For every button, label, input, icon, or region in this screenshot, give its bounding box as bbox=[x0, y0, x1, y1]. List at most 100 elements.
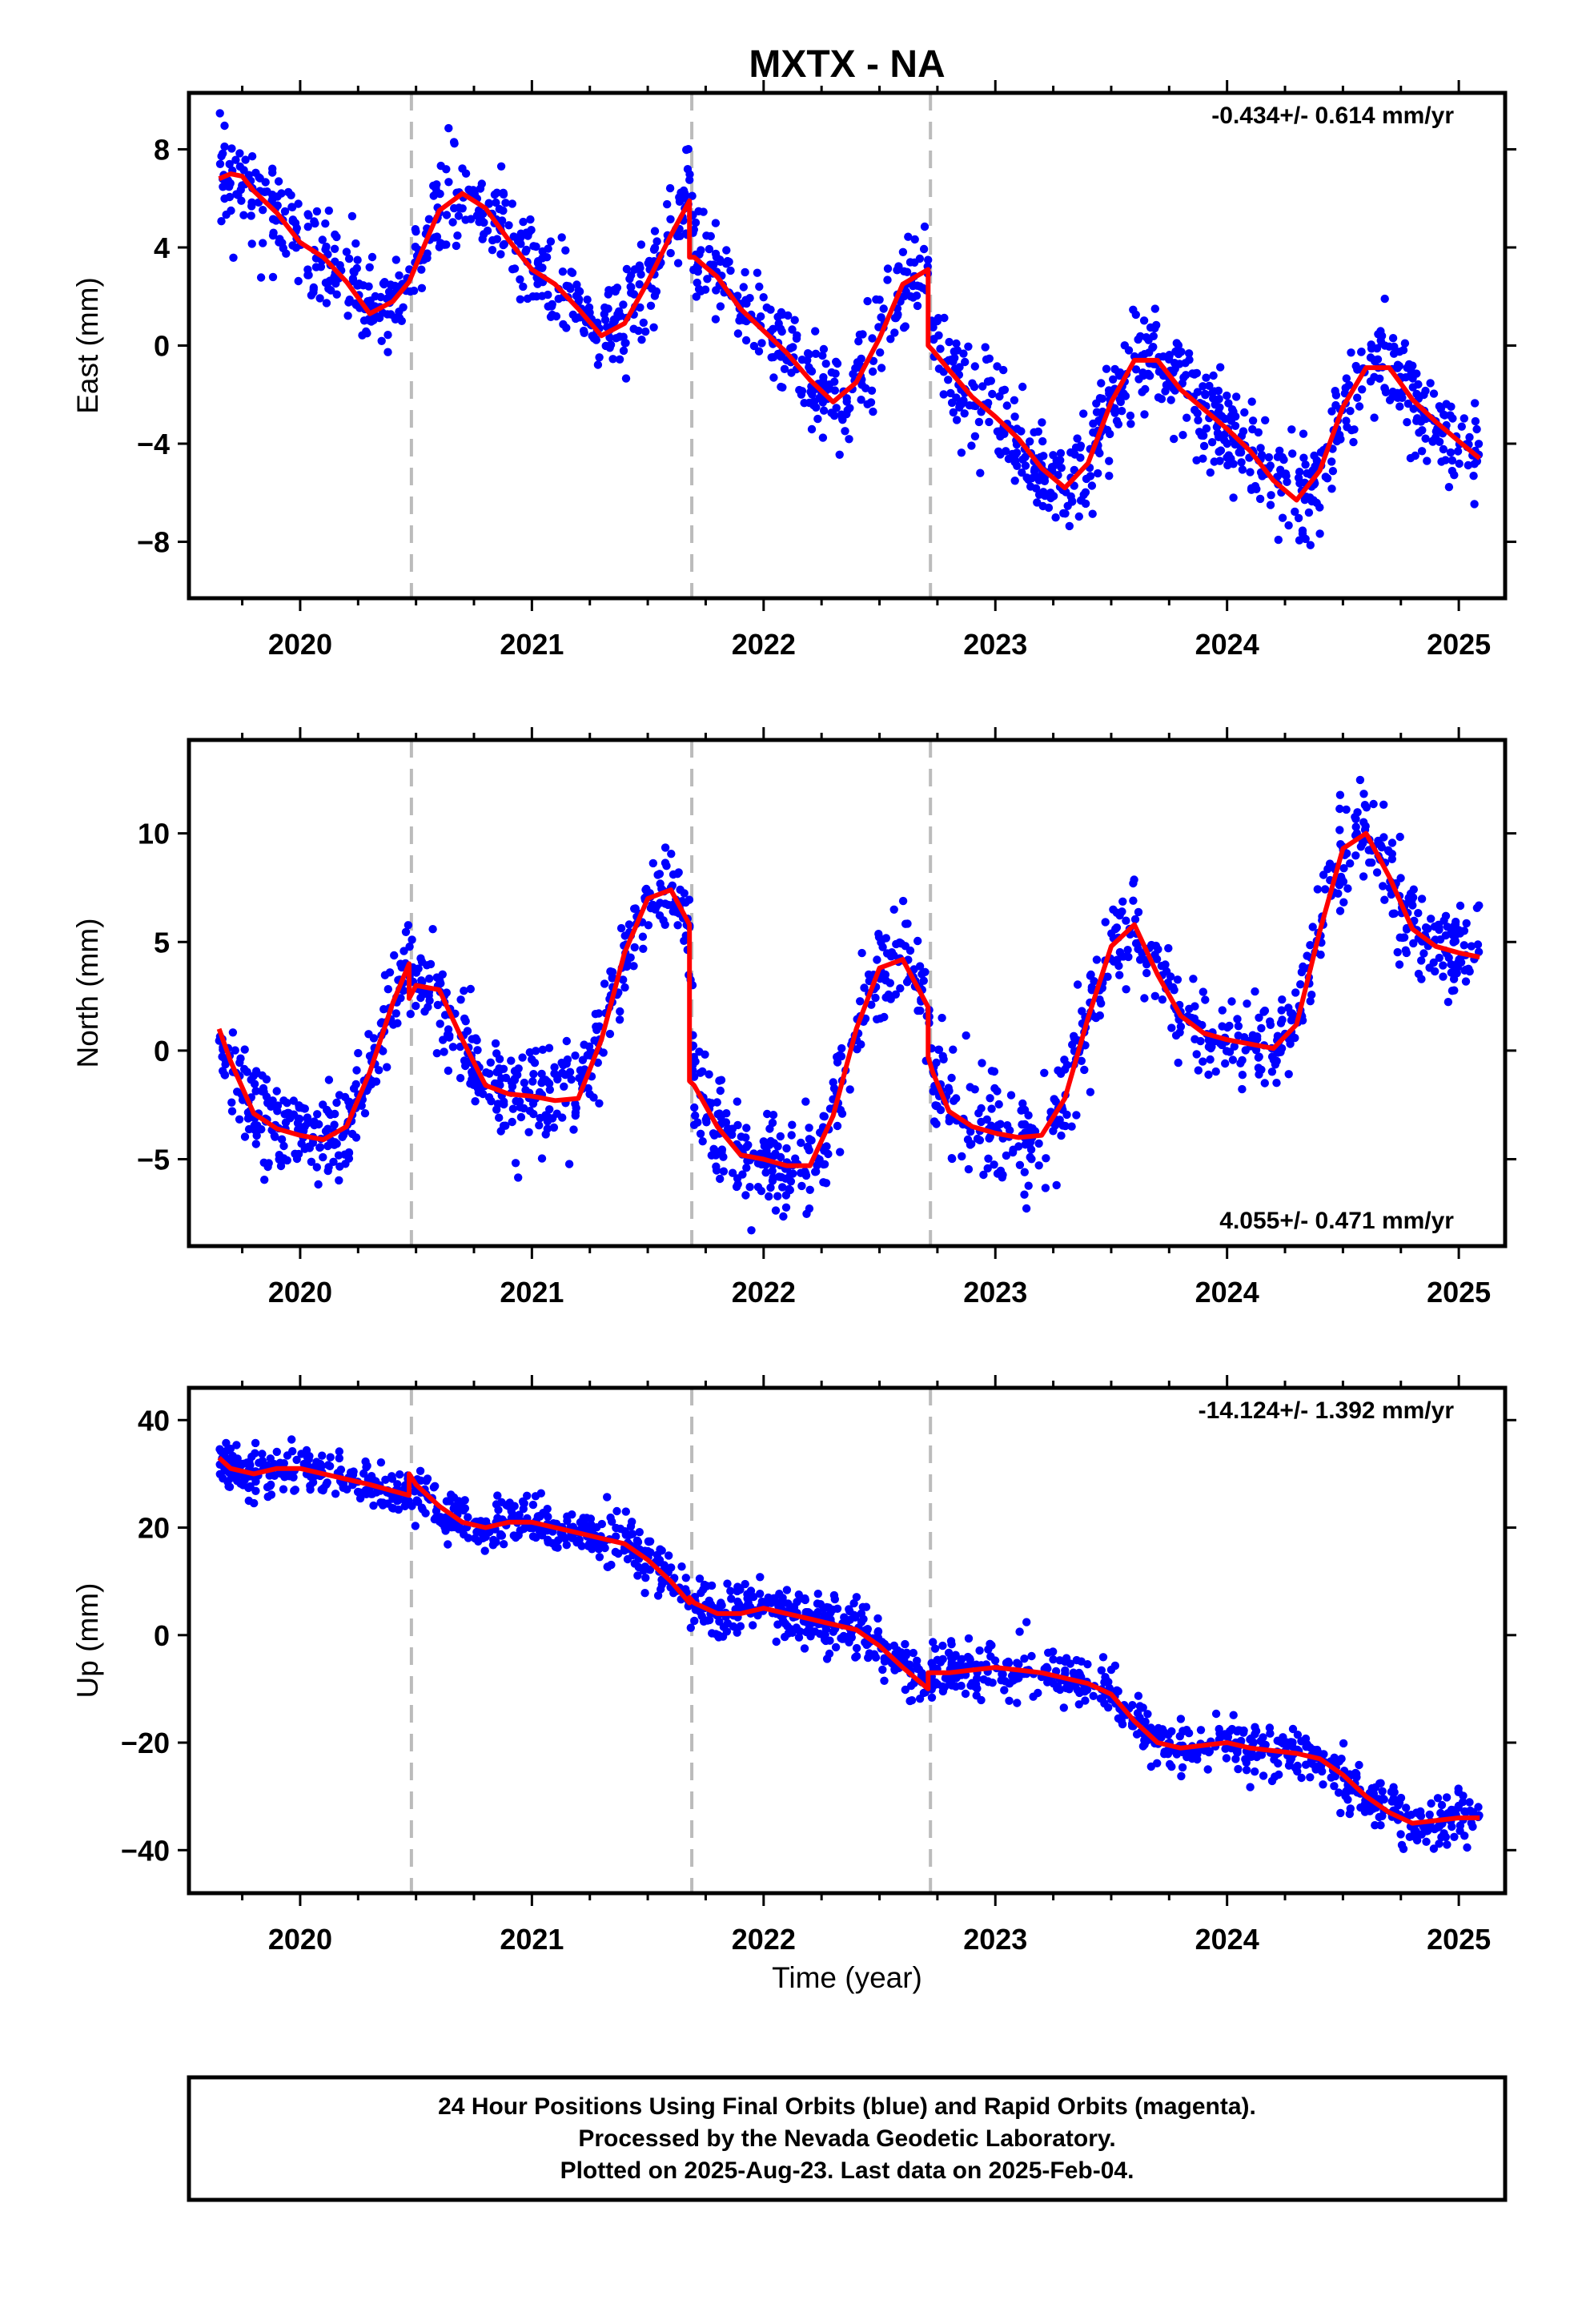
data-point bbox=[496, 1530, 505, 1539]
data-point bbox=[518, 1053, 527, 1062]
data-point bbox=[235, 1115, 244, 1124]
data-point bbox=[1313, 885, 1323, 894]
data-point bbox=[837, 1109, 847, 1118]
data-point bbox=[736, 1622, 745, 1630]
data-point bbox=[881, 993, 890, 1002]
data-point bbox=[852, 1643, 861, 1653]
data-point bbox=[696, 1129, 705, 1139]
data-point bbox=[383, 985, 392, 994]
data-point bbox=[986, 1652, 995, 1661]
data-point bbox=[901, 1639, 909, 1649]
data-point bbox=[417, 283, 427, 292]
data-point bbox=[544, 290, 552, 300]
data-point bbox=[335, 1454, 343, 1463]
data-point bbox=[776, 324, 785, 333]
data-point bbox=[863, 1625, 873, 1634]
data-point bbox=[1417, 975, 1426, 983]
data-point bbox=[525, 1047, 534, 1057]
data-point bbox=[719, 1167, 729, 1176]
data-point bbox=[1251, 1723, 1259, 1731]
data-point bbox=[1049, 1679, 1058, 1688]
data-point bbox=[1310, 451, 1319, 460]
data-point bbox=[516, 239, 525, 248]
data-point bbox=[1075, 1688, 1084, 1698]
data-point bbox=[711, 219, 721, 227]
data-point bbox=[1073, 980, 1082, 989]
x-tick-label: 2020 bbox=[268, 628, 332, 661]
data-point bbox=[1417, 895, 1427, 903]
data-point bbox=[572, 280, 581, 289]
data-point bbox=[1178, 1763, 1187, 1772]
data-point bbox=[858, 1602, 868, 1612]
data-point bbox=[279, 1096, 288, 1105]
data-point bbox=[1231, 412, 1240, 421]
data-point bbox=[324, 277, 334, 286]
data-point bbox=[1309, 1745, 1319, 1755]
data-point bbox=[1267, 1776, 1277, 1786]
data-point bbox=[611, 1547, 620, 1557]
data-point bbox=[1343, 1795, 1352, 1804]
data-point bbox=[476, 1085, 485, 1095]
data-point bbox=[1402, 1803, 1411, 1812]
data-point bbox=[648, 900, 656, 910]
data-point bbox=[988, 389, 997, 399]
data-point bbox=[532, 242, 540, 251]
data-point bbox=[1000, 1686, 1009, 1695]
data-point bbox=[801, 1594, 809, 1603]
data-point bbox=[746, 1586, 756, 1595]
data-point bbox=[739, 283, 748, 292]
data-point bbox=[830, 386, 840, 395]
data-point bbox=[1128, 1701, 1137, 1710]
data-point bbox=[251, 1449, 259, 1458]
data-point bbox=[640, 1589, 649, 1598]
y-axis-label: East (mm) bbox=[71, 277, 104, 414]
data-point bbox=[314, 1180, 323, 1189]
data-point bbox=[756, 1573, 765, 1582]
data-point bbox=[854, 337, 863, 346]
data-point bbox=[1114, 420, 1123, 428]
data-point bbox=[1439, 961, 1447, 970]
data-point bbox=[1351, 851, 1360, 860]
data-point bbox=[322, 242, 331, 251]
data-point bbox=[1469, 1807, 1478, 1817]
data-point bbox=[1224, 399, 1233, 408]
data-point bbox=[1381, 388, 1391, 396]
data-point bbox=[1344, 380, 1354, 389]
data-point bbox=[258, 1457, 267, 1466]
data-point bbox=[913, 301, 922, 311]
data-point bbox=[733, 1180, 742, 1189]
data-point bbox=[309, 283, 318, 292]
data-point bbox=[874, 323, 883, 332]
data-point bbox=[1062, 488, 1070, 497]
data-point bbox=[494, 1506, 503, 1514]
data-point bbox=[819, 406, 829, 415]
data-point bbox=[946, 388, 955, 398]
data-point bbox=[1460, 414, 1469, 423]
data-point bbox=[304, 271, 313, 279]
data-point bbox=[1390, 342, 1399, 352]
data-point bbox=[1044, 1648, 1053, 1657]
data-point bbox=[531, 1492, 540, 1501]
x-tick-label: 2023 bbox=[963, 628, 1027, 661]
data-point bbox=[410, 1487, 419, 1496]
plot-frame bbox=[187, 738, 1508, 1248]
data-point bbox=[945, 337, 954, 347]
data-point bbox=[819, 1112, 828, 1120]
data-point bbox=[1026, 482, 1035, 491]
data-point bbox=[700, 1580, 709, 1590]
data-point bbox=[1002, 1659, 1011, 1667]
data-point bbox=[1400, 339, 1410, 348]
data-point bbox=[1297, 1773, 1306, 1783]
data-point bbox=[258, 1449, 267, 1458]
data-point bbox=[676, 194, 685, 203]
data-point bbox=[1451, 920, 1460, 929]
data-point bbox=[1379, 800, 1388, 809]
data-point bbox=[1238, 1071, 1247, 1080]
data-point bbox=[592, 1025, 601, 1035]
data-point bbox=[1034, 490, 1044, 499]
data-point bbox=[526, 215, 535, 224]
data-point bbox=[1185, 1004, 1194, 1014]
data-point bbox=[330, 1140, 339, 1149]
data-point bbox=[321, 219, 330, 228]
